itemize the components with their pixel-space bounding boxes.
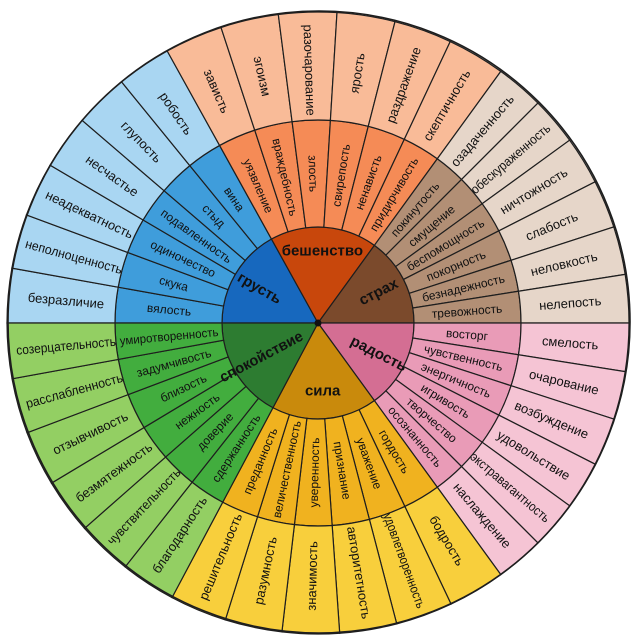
middle-emotion-label: вялость	[146, 301, 191, 319]
outer-segment	[6, 322, 119, 380]
middle-emotion-label: тревожность	[431, 302, 503, 322]
wheel-segments	[6, 11, 630, 635]
core-emotion-label: сила	[305, 382, 341, 399]
outer-emotion-label: разочарование	[300, 24, 318, 116]
middle-emotion-label: уверенность	[307, 437, 323, 507]
outer-border	[7, 10, 631, 634]
outer-emotion-label: значимость	[304, 541, 321, 611]
middle-emotion-label: восторг	[446, 326, 490, 343]
outer-emotion-label: смелость	[541, 333, 599, 352]
outer-emotion-label: безразличие	[27, 290, 104, 312]
center-dot	[314, 319, 322, 327]
core-emotion-label: бешенство	[282, 243, 363, 260]
outer-emotion-label: нелепость	[539, 293, 603, 313]
middle-emotion-label: злость	[305, 155, 320, 192]
outer-emotion-label: ярость	[347, 52, 368, 95]
